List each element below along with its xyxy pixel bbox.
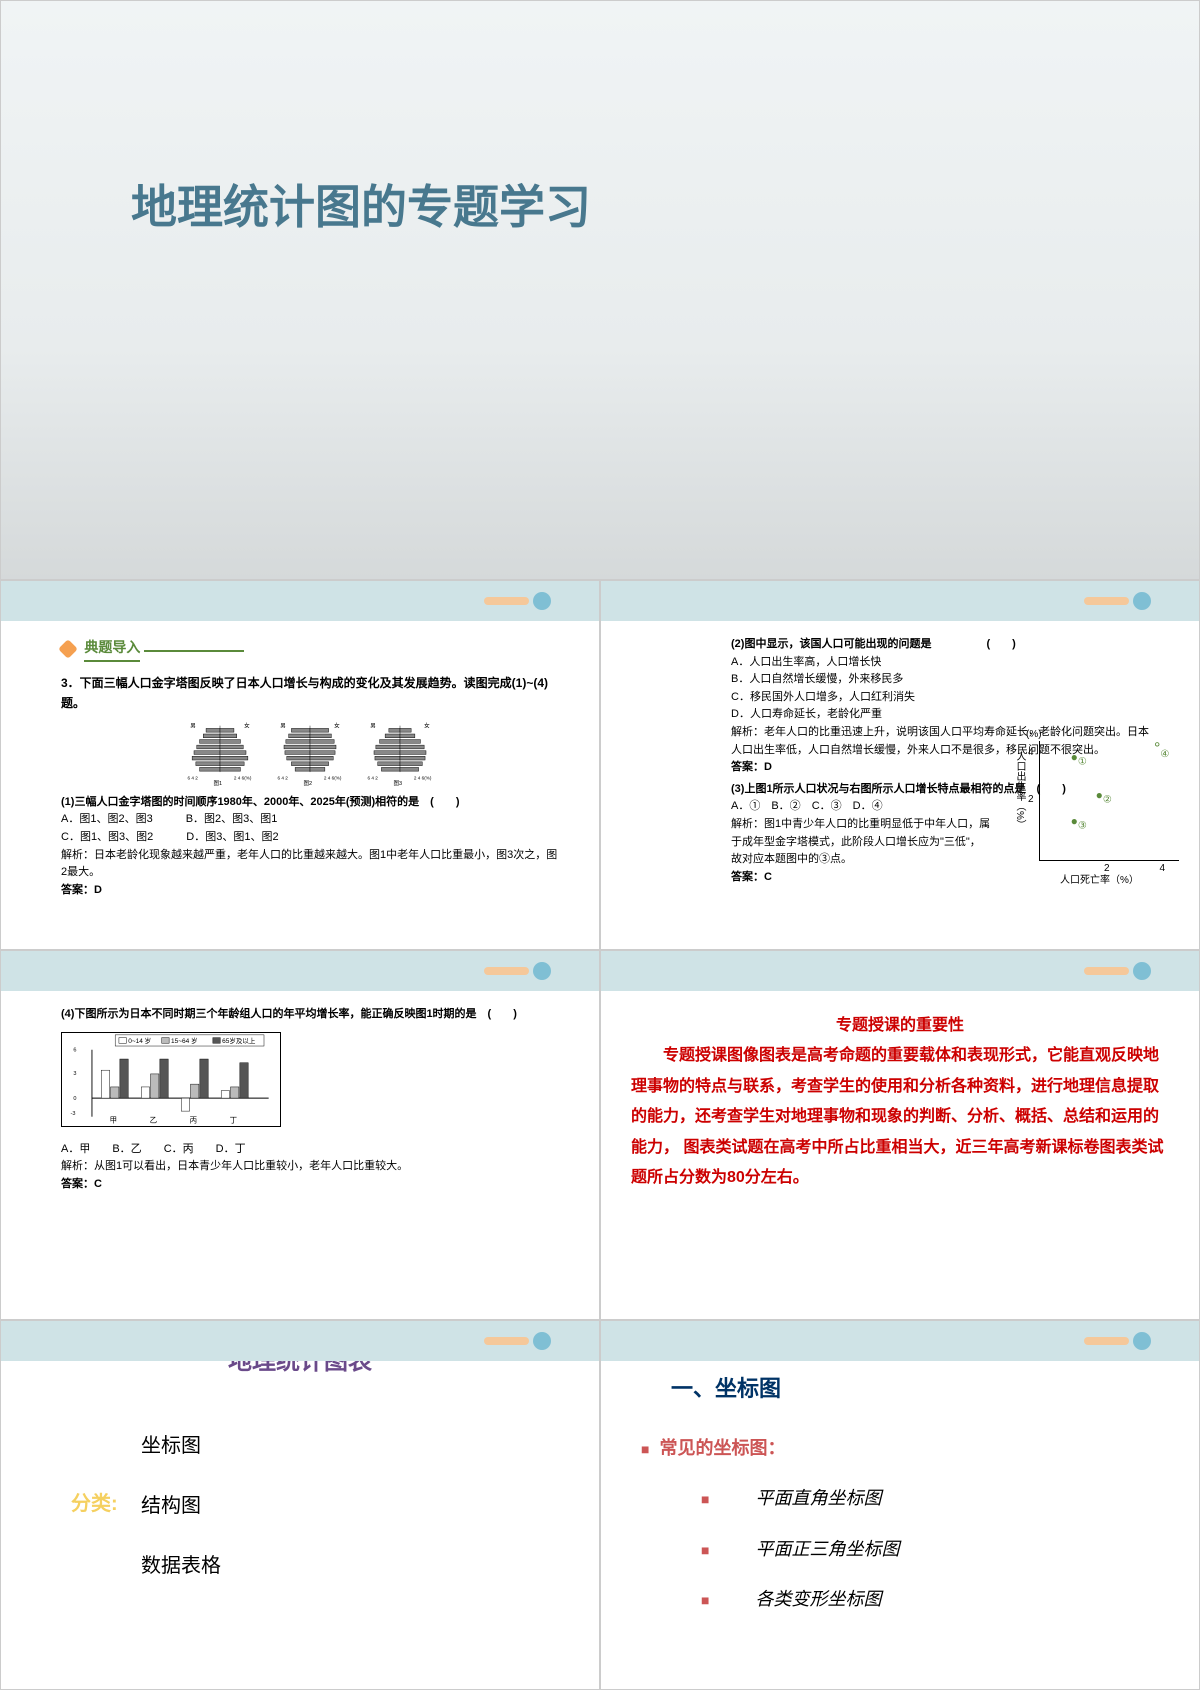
- q4-text: (4)下图所示为日本不同时期三个年龄组人口的年平均增长率，能正确反映图1时期的是…: [61, 1006, 559, 1024]
- opt: C．丙: [164, 1143, 194, 1155]
- q3-exp: 解析：图1中青少年人口的比重明显低于中年人口，属于成年型金字塔模式，此阶段人口增…: [731, 816, 991, 869]
- svg-text:女: 女: [334, 721, 340, 729]
- decor-bar: [1084, 1337, 1129, 1345]
- opt: C．图1、图3、图2: [61, 831, 153, 843]
- list-item: 平面正三角坐标图: [755, 1539, 899, 1559]
- bar-chart: 0~14 岁 15~64 岁 65岁及以上 630-3 年平均增长率(%) 甲乙…: [61, 1032, 281, 1127]
- pyramid-3: 男 女 6 4 2 2 4 6(%) 图3: [360, 721, 440, 786]
- opt: B．②: [771, 800, 800, 812]
- opt: A．图1、图2、图3: [61, 813, 153, 825]
- list-item: 坐标图: [141, 1416, 599, 1476]
- q1-exp: 解析：日本老龄化现象越来越严重，老年人口的比重越来越大。图1中老年人口比重最小，…: [61, 847, 559, 882]
- decor-circle: [533, 592, 551, 610]
- opt: D．丁: [216, 1143, 246, 1155]
- svg-text:6 4 2: 6 4 2: [368, 775, 379, 780]
- svg-text:甲: 甲: [110, 1115, 117, 1124]
- svg-text:图3: 图3: [394, 779, 403, 786]
- q1-ans: 答案：D: [61, 882, 559, 900]
- coord-sub: 常见的坐标图：: [659, 1438, 785, 1458]
- decor-circle: [1133, 1332, 1151, 1350]
- q4-ans: 答案：C: [61, 1176, 559, 1194]
- svg-text:0: 0: [73, 1096, 76, 1102]
- main-title: 地理统计图的专题学习: [131, 171, 591, 237]
- section-title: 典题导入: [84, 636, 140, 662]
- svg-text:6: 6: [73, 1047, 76, 1053]
- svg-text:-3: -3: [71, 1110, 76, 1116]
- svg-text:丁: 丁: [230, 1115, 237, 1124]
- bullet-icon: ■: [701, 1594, 709, 1609]
- svg-text:2 4 6(%): 2 4 6(%): [414, 775, 432, 780]
- slide-coordinate: 一、坐标图 ■ 常见的坐标图： ■ 平面直角坐标图 ■ 平面正三角坐标图 ■ 各类…: [600, 1320, 1200, 1690]
- pyramid-1: 男 女 6 4 2 2 4 6(%) 图1: [180, 721, 260, 786]
- svg-text:丙: 丙: [190, 1115, 197, 1124]
- q1-text: (1)三幅人口金字塔图的时间顺序1980年、2000年、2025年(预测)相符的…: [61, 794, 559, 812]
- decor-bar: [1084, 967, 1129, 975]
- svg-text:男: 男: [190, 722, 196, 729]
- list-item: 数据表格: [141, 1536, 599, 1596]
- slide-q2q3: (2)图中显示，该国人口可能出现的问题是 ( ) A．人口出生率高，人口增长快 …: [600, 580, 1200, 950]
- ylabel: 人口出生率（%）: [1012, 751, 1027, 830]
- slide-q1: 典题导入 3．下面三幅人口金字塔图反映了日本人口增长与构成的变化及其发展趋势。读…: [0, 580, 600, 950]
- q3-intro: 3．下面三幅人口金字塔图反映了日本人口增长与构成的变化及其发展趋势。读图完成(1…: [61, 674, 559, 712]
- underline: [144, 650, 244, 652]
- slide-q4: (4)下图所示为日本不同时期三个年龄组人口的年平均增长率，能正确反映图1时期的是…: [0, 950, 600, 1320]
- decor-circle: [1133, 592, 1151, 610]
- svg-text:65岁及以上: 65岁及以上: [222, 1036, 256, 1045]
- coord-title: 一、坐标图: [671, 1371, 1199, 1403]
- svg-text:女: 女: [424, 721, 430, 729]
- opt: B．图2、图3、图1: [186, 813, 278, 825]
- decor-bar: [484, 1337, 529, 1345]
- svg-text:15~64 岁: 15~64 岁: [171, 1036, 198, 1045]
- q4-exp: 解析：从图1可以看出，日本青少年人口比重较小，老年人口比重较大。: [61, 1158, 559, 1176]
- opt: C．移民国外人口增多，人口红利消失: [731, 689, 1159, 707]
- svg-text:图1: 图1: [214, 779, 223, 786]
- svg-text:6 4 2: 6 4 2: [278, 775, 289, 780]
- svg-text:0~14 岁: 0~14 岁: [128, 1036, 151, 1045]
- decor-bar: [1084, 597, 1129, 605]
- opt: A．人口出生率高，人口增长快: [731, 654, 1159, 672]
- svg-text:男: 男: [370, 722, 376, 729]
- svg-text:2 4 6(%): 2 4 6(%): [234, 775, 252, 780]
- importance-para: 专题授课图像图表是高考命题的重要载体和表现形式，它能直观反映地理事物的特点与联系…: [631, 1041, 1169, 1193]
- svg-text:2 4 6(%): 2 4 6(%): [324, 775, 342, 780]
- importance-heading: 专题授课的重要性: [631, 1011, 1169, 1041]
- scatter-chart: ●① ●② ●③ °④ (%) 2 4 2 4 人口出生率（%） 人口死亡率（%…: [1039, 741, 1179, 861]
- q2-text: (2)图中显示，该国人口可能出现的问题是 ( ): [731, 636, 1159, 654]
- decor-circle: [533, 962, 551, 980]
- title-slide: 地理统计图的专题学习: [0, 0, 1200, 580]
- slide-grid: 典题导入 3．下面三幅人口金字塔图反映了日本人口增长与构成的变化及其发展趋势。读…: [0, 580, 1200, 1690]
- decor-bar: [484, 597, 529, 605]
- svg-text:图2: 图2: [304, 779, 313, 786]
- list-item: 平面直角坐标图: [755, 1488, 881, 1508]
- opt: D．④: [853, 800, 883, 812]
- opt: C．③: [812, 800, 842, 812]
- svg-text:女: 女: [244, 721, 250, 729]
- chart-list: 分类: 坐标图 结构图 数据表格: [141, 1416, 599, 1596]
- class-label: 分类:: [71, 1474, 118, 1534]
- svg-text:6 4 2: 6 4 2: [188, 775, 199, 780]
- opt: D．图3、图1、图2: [186, 831, 278, 843]
- opt: A．①: [731, 800, 760, 812]
- xlabel: 人口死亡率（%）: [1060, 871, 1139, 886]
- opt: B．人口自然增长缓慢，外来移民多: [731, 671, 1159, 689]
- opt: A．甲: [61, 1143, 90, 1155]
- bullet-icon: ■: [641, 1441, 649, 1457]
- opt: B．乙: [112, 1143, 141, 1155]
- bullet-icon: ■: [701, 1493, 709, 1508]
- opt: D．人口寿命延长，老龄化严重: [731, 706, 1159, 724]
- decor-bar: [484, 967, 529, 975]
- slide-classification: 地理统计图表 分类: 坐标图 结构图 数据表格: [0, 1320, 600, 1690]
- pyramid-row: 男 女 6 4 2 2 4 6(%) 图1 男 女 6 4 2 2 4 6(%) 图2 男 女 6 …: [61, 721, 559, 786]
- pyramid-2: 男 女 6 4 2 2 4 6(%) 图2: [270, 721, 350, 786]
- svg-text:3: 3: [73, 1070, 76, 1076]
- svg-text:乙: 乙: [150, 1115, 157, 1124]
- svg-text:男: 男: [280, 722, 286, 729]
- decor-circle: [1133, 962, 1151, 980]
- diamond-icon: [58, 639, 78, 659]
- bullet-icon: ■: [701, 1544, 709, 1559]
- list-item: 结构图: [141, 1476, 599, 1536]
- list-item: 各类变形坐标图: [755, 1589, 881, 1609]
- decor-circle: [533, 1332, 551, 1350]
- slide-importance: 专题授课的重要性 专题授课图像图表是高考命题的重要载体和表现形式，它能直观反映地…: [600, 950, 1200, 1320]
